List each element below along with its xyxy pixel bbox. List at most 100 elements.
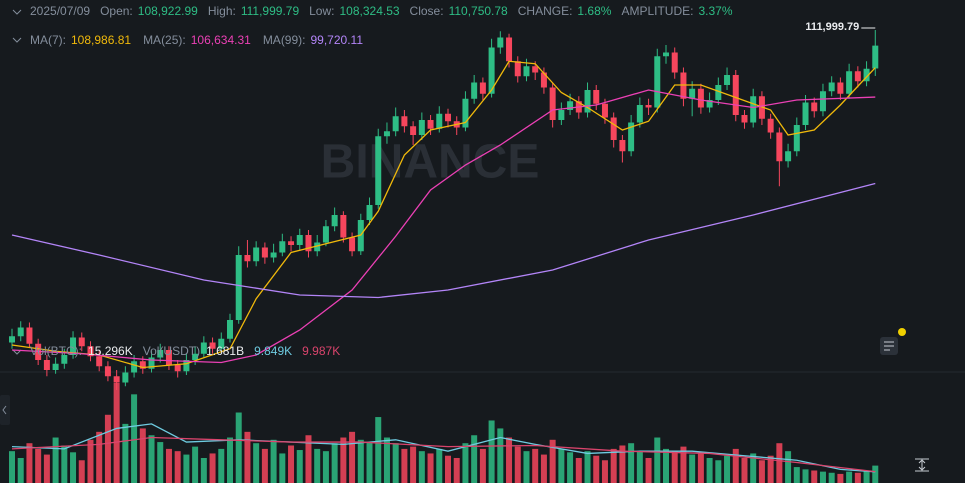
volume-bar xyxy=(471,435,478,483)
volume-bar xyxy=(148,435,155,483)
candle-body xyxy=(488,47,495,94)
volume-bar xyxy=(758,460,765,483)
candle-body xyxy=(549,87,556,120)
volume-bar xyxy=(601,460,608,483)
volume-bar xyxy=(549,439,556,483)
volume-bar xyxy=(619,445,626,483)
volume-bar xyxy=(610,448,617,483)
volume-ma-line xyxy=(11,436,876,473)
volume-bar xyxy=(349,431,356,483)
candle-body xyxy=(192,353,199,360)
volume-bar xyxy=(183,454,190,483)
candle-body xyxy=(235,255,242,320)
volume-bar xyxy=(715,460,722,483)
volume-bar xyxy=(43,454,50,483)
side-toggle-bg[interactable] xyxy=(0,395,10,425)
scale-button[interactable] xyxy=(915,458,929,472)
candle-body xyxy=(375,136,382,205)
candle-body xyxy=(96,356,103,367)
ma-legend-name: MA(99): xyxy=(263,33,306,47)
volume-bar xyxy=(558,448,565,483)
volume-bar xyxy=(793,467,800,483)
volume-bar xyxy=(523,451,530,483)
candle-body xyxy=(706,100,713,108)
volume-ma-legend: 9.987K xyxy=(302,344,340,358)
candle-body xyxy=(793,125,800,152)
volume-bar xyxy=(61,445,68,483)
scale-icon[interactable] xyxy=(915,458,929,472)
volume-bar xyxy=(261,448,268,483)
volume-bar xyxy=(52,437,59,483)
candle-body xyxy=(532,66,539,73)
high-label: 111,999.79 xyxy=(805,21,859,33)
volume-bar xyxy=(401,448,408,483)
volume-bar xyxy=(453,457,460,483)
volume-bar xyxy=(811,470,818,483)
candle-body xyxy=(314,242,321,252)
candle-body xyxy=(715,85,722,100)
ma-line xyxy=(11,89,876,364)
candle-body xyxy=(270,252,277,258)
candle-body xyxy=(689,88,696,99)
watermark: BINANCE xyxy=(321,136,540,189)
volume-bar xyxy=(846,471,853,483)
ma-legend-value: 108,986.81 xyxy=(71,33,131,47)
side-toggle-arrow[interactable] xyxy=(2,405,7,415)
volume-bar xyxy=(462,443,469,483)
candle-body xyxy=(663,52,669,57)
candle-body xyxy=(863,68,870,82)
volume-ma-line xyxy=(11,423,876,473)
candle-body xyxy=(261,247,268,258)
volume-bar xyxy=(279,453,286,483)
volume-bar xyxy=(750,453,757,483)
candle-body xyxy=(654,56,661,108)
volume-bar xyxy=(174,451,181,483)
candle-body xyxy=(165,350,172,365)
volume-bar xyxy=(575,457,582,483)
note-icon-lines[interactable] xyxy=(884,341,894,351)
volume-bar xyxy=(78,460,85,483)
candle-body xyxy=(523,66,530,77)
volume-bar xyxy=(165,448,172,483)
collapse-chevron[interactable] xyxy=(12,37,22,43)
candle-body xyxy=(811,102,818,112)
candle-body xyxy=(506,37,513,62)
volume-bar xyxy=(654,437,661,483)
candle-body xyxy=(462,98,469,128)
volume-bar xyxy=(131,394,138,483)
collapse-chevron[interactable] xyxy=(12,9,22,15)
candle-body xyxy=(645,105,652,108)
volume-bar xyxy=(253,443,260,483)
field-value: 111,999.79 xyxy=(241,4,300,18)
candle-body xyxy=(846,71,853,94)
side-toggle[interactable] xyxy=(0,395,10,425)
volume-bar xyxy=(706,457,713,483)
volume-bar xyxy=(540,454,547,483)
collapse-chevron[interactable] xyxy=(12,349,22,355)
note-button[interactable] xyxy=(880,328,906,355)
candle-body xyxy=(802,102,809,125)
volume-bar xyxy=(96,431,103,483)
candle-body xyxy=(52,363,59,370)
candle-body xyxy=(724,75,731,85)
candle-body xyxy=(479,82,486,94)
volume-bar xyxy=(479,448,486,483)
volume-bar xyxy=(227,437,233,483)
volume-bar xyxy=(26,443,33,483)
field-value: 1.68% xyxy=(577,4,611,18)
volume-bar xyxy=(340,437,347,483)
candle-body xyxy=(540,72,547,88)
candle-body xyxy=(628,122,635,152)
volume-bar xyxy=(410,446,417,483)
volume-bar xyxy=(357,439,364,483)
field-label: Open: xyxy=(100,4,133,18)
candle-body xyxy=(567,101,574,110)
ma-legend-name: MA(7): xyxy=(30,33,66,47)
volume-bar xyxy=(863,470,870,483)
volume-bar xyxy=(567,452,574,483)
volume-bar xyxy=(671,451,678,483)
volume-bar xyxy=(445,455,451,483)
candle-body xyxy=(636,105,643,123)
field-value: 3.37% xyxy=(698,4,732,18)
